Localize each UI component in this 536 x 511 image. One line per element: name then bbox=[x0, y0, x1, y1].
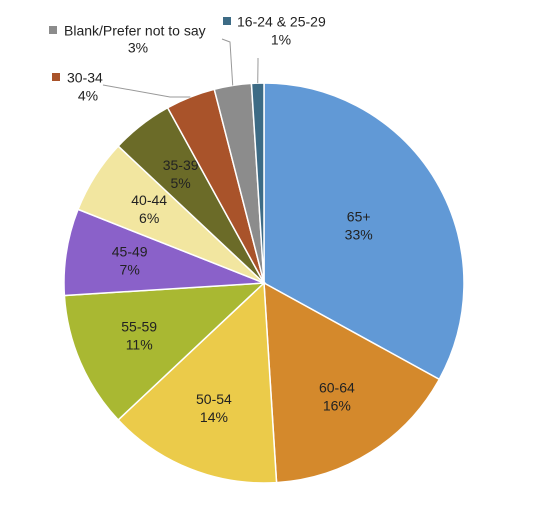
value-label: 33% bbox=[345, 227, 373, 243]
legend-marker bbox=[223, 17, 231, 25]
slice-label: 35-39 bbox=[163, 157, 199, 173]
value-label: 11% bbox=[126, 337, 153, 353]
pie-slice bbox=[117, 281, 278, 484]
leader-line bbox=[221, 38, 234, 86]
slice-label: 55-59 bbox=[121, 319, 157, 335]
slice-label: 45-49 bbox=[112, 243, 148, 259]
value-label: 16% bbox=[323, 398, 351, 414]
slice-label: 16-24 & 25-29 bbox=[237, 14, 326, 30]
value-label: 4% bbox=[78, 88, 98, 104]
legend-marker bbox=[52, 73, 60, 81]
value-label: 6% bbox=[139, 210, 159, 226]
value-label: 3% bbox=[128, 40, 148, 56]
slice-label: 65+ bbox=[347, 209, 371, 225]
value-label: 7% bbox=[120, 261, 140, 277]
pie-slice bbox=[263, 82, 465, 381]
value-label: 5% bbox=[171, 175, 191, 191]
slice-label: Blank/Prefer not to say bbox=[64, 23, 206, 39]
slice-label: 60-64 bbox=[319, 380, 355, 396]
pie-slice bbox=[263, 281, 441, 484]
pie-slice bbox=[250, 82, 265, 284]
slice-label: 30-34 bbox=[67, 70, 103, 86]
pie-slice bbox=[63, 282, 267, 421]
value-label: 14% bbox=[200, 409, 228, 425]
value-label: 1% bbox=[271, 32, 291, 48]
slice-label: 50-54 bbox=[196, 391, 232, 407]
slice-label: 40-44 bbox=[131, 192, 167, 208]
legend-marker bbox=[49, 26, 57, 34]
leader-line bbox=[102, 84, 191, 98]
